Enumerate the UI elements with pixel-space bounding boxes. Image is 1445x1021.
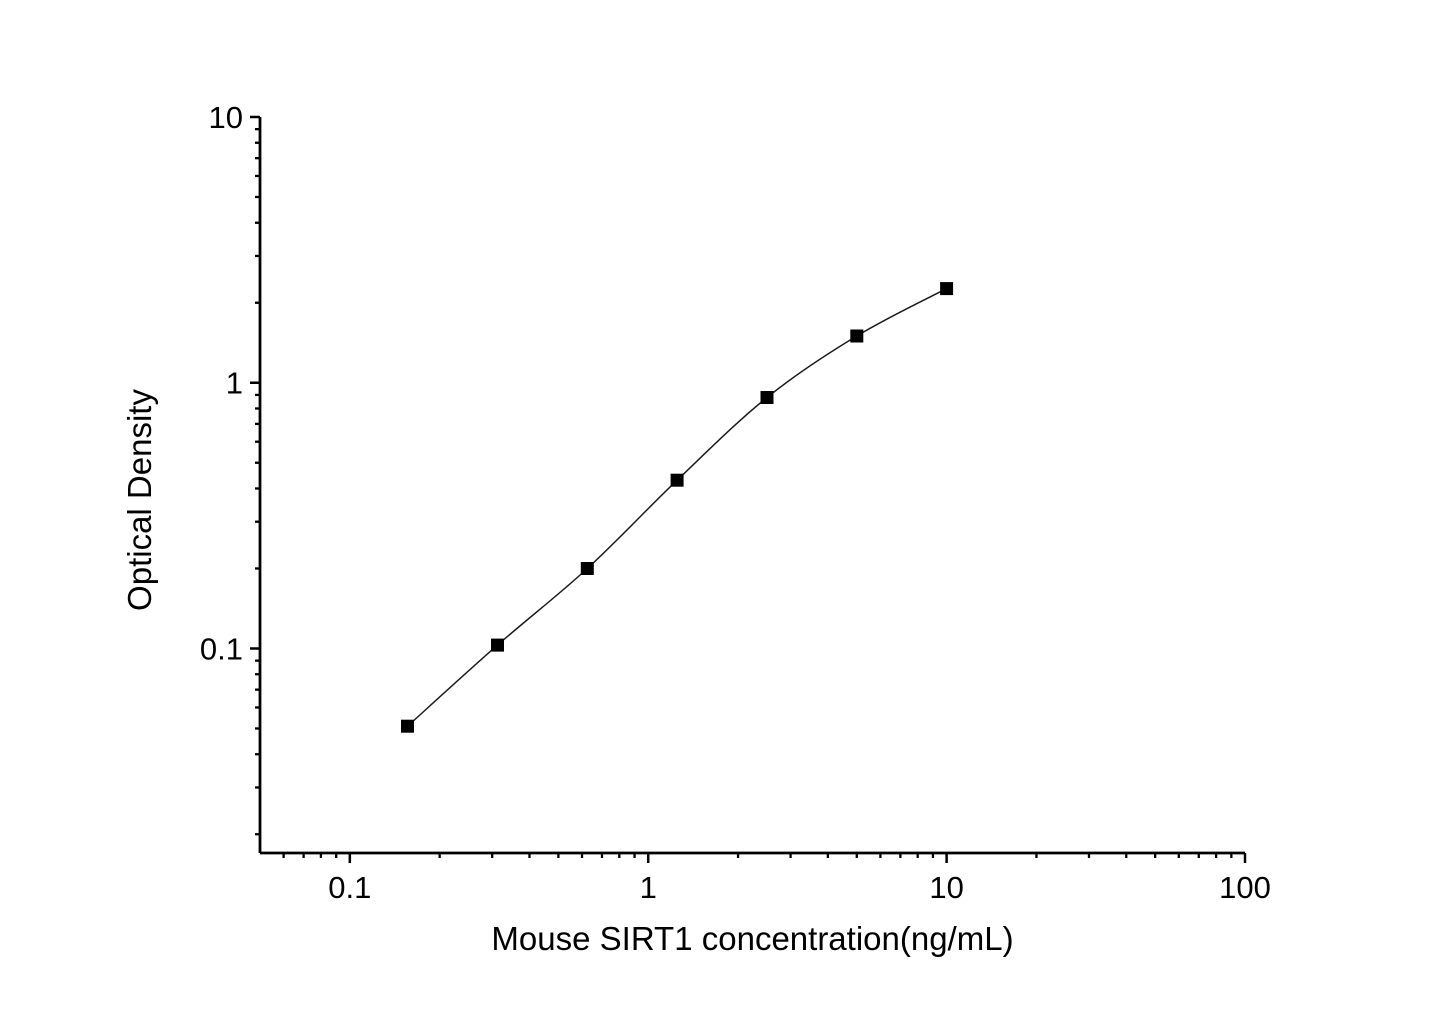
x-tick-label: 100: [1219, 870, 1271, 905]
data-point-marker: [670, 473, 684, 487]
x-tick-label: 1: [640, 870, 657, 905]
y-tick-label: 0.1: [200, 631, 243, 666]
curve-path: [406, 287, 947, 727]
data-point-marker: [580, 562, 594, 575]
data-point-marker: [491, 638, 504, 652]
y-tick-label: 1: [226, 366, 243, 401]
data-point-marker: [940, 282, 954, 296]
x-tick-label: 0.1: [328, 870, 371, 905]
x-tick-label: 10: [929, 870, 963, 905]
data-point-marker: [760, 391, 774, 404]
y-tick-label: 10: [209, 100, 243, 135]
data-point-marker: [850, 329, 864, 343]
data-point-marker: [401, 719, 414, 733]
x-axis-title: Mouse SIRT1 concentration(ng/mL): [491, 920, 1014, 957]
